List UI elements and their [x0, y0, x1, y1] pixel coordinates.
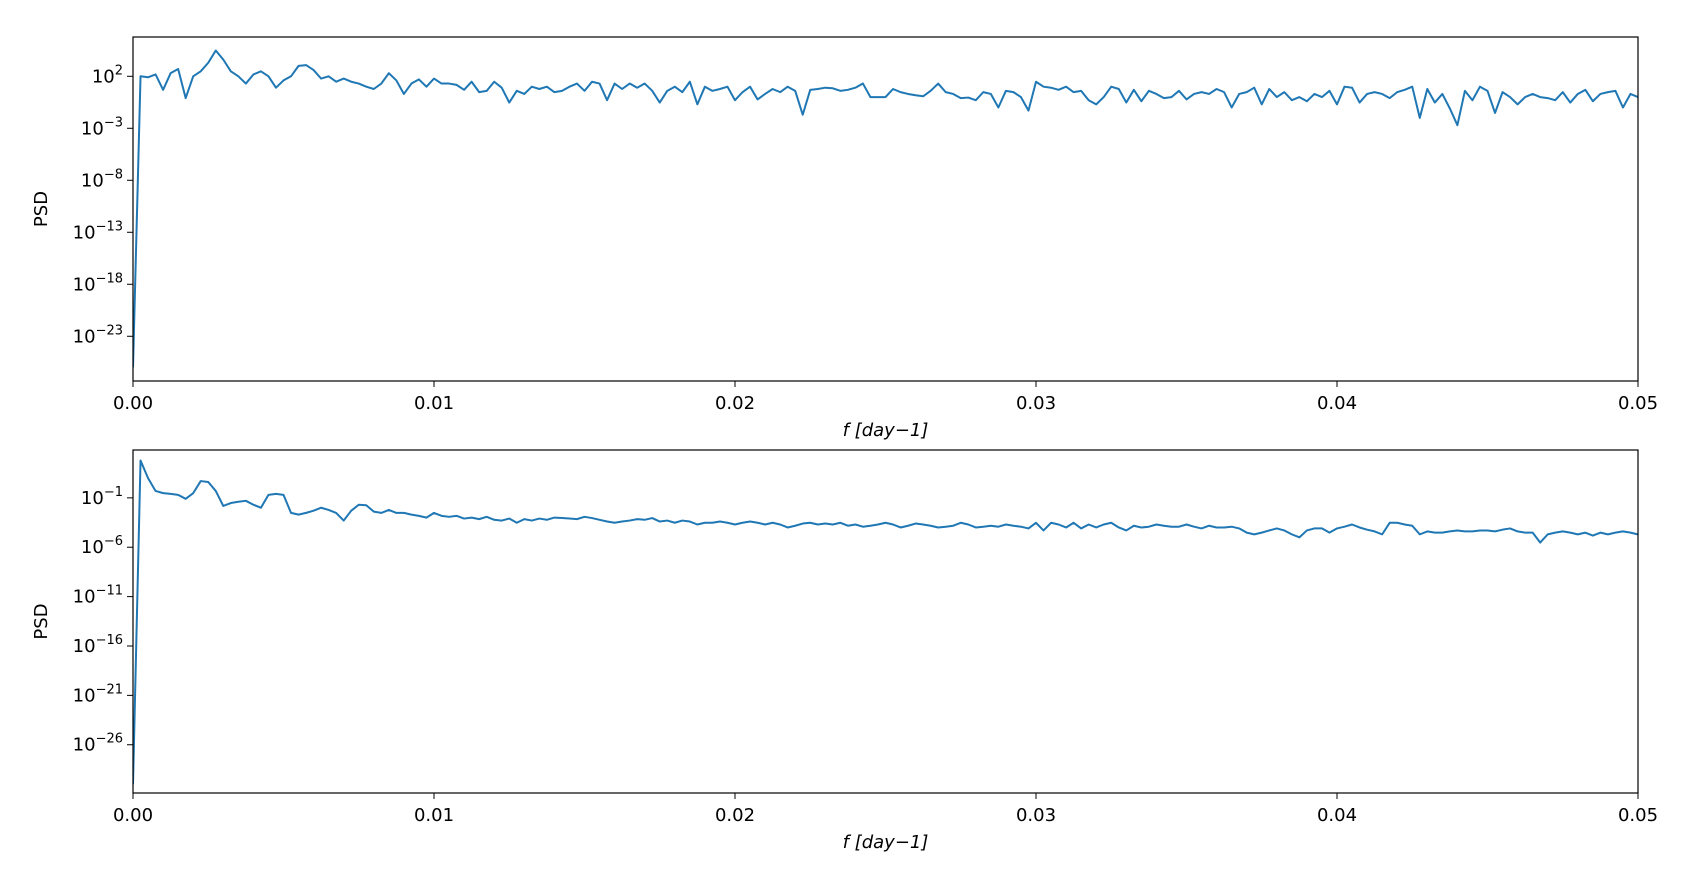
x-axis-label: f [day−1]	[843, 420, 929, 441]
axes-frame	[132, 449, 1639, 794]
x-tick-label: 0.03	[1016, 393, 1056, 414]
x-tick-label: 0.02	[715, 393, 755, 414]
y-tick-label: 10−21	[73, 682, 123, 706]
x-tick-label: 0.03	[1016, 805, 1056, 826]
x-tick-label: 0.00	[113, 393, 153, 414]
y-tick-label: 10−13	[73, 219, 123, 243]
x-tick-label: 0.05	[1618, 805, 1658, 826]
y-tick-label: 10−26	[73, 732, 123, 756]
x-tick-label: 0.00	[113, 805, 153, 826]
y-axis-label: PSD	[31, 603, 52, 639]
x-tick-label: 0.02	[715, 805, 755, 826]
y-tick-label: 10−8	[81, 167, 123, 191]
x-axis-label: f [day−1]	[843, 832, 929, 853]
y-tick-label: 10−1	[81, 485, 123, 509]
y-tick-label: 10−6	[81, 534, 123, 558]
y-tick-label: 10−23	[73, 323, 123, 347]
y-tick-label: 10−16	[73, 633, 123, 657]
x-tick-label: 0.01	[414, 393, 454, 414]
y-tick-label: 10−3	[81, 115, 123, 139]
psd-line	[133, 459, 1638, 785]
axes-frame	[132, 36, 1639, 382]
y-axis-label: PSD	[31, 191, 52, 227]
psd-line	[133, 49, 1638, 368]
x-tick-label: 0.05	[1618, 393, 1658, 414]
x-tick-label: 0.01	[414, 805, 454, 826]
y-tick-label: 102	[92, 63, 123, 87]
y-tick-label: 10−11	[73, 584, 123, 608]
x-tick-label: 0.04	[1317, 805, 1357, 826]
y-tick-label: 10−18	[73, 271, 123, 295]
x-tick-label: 0.04	[1317, 393, 1357, 414]
